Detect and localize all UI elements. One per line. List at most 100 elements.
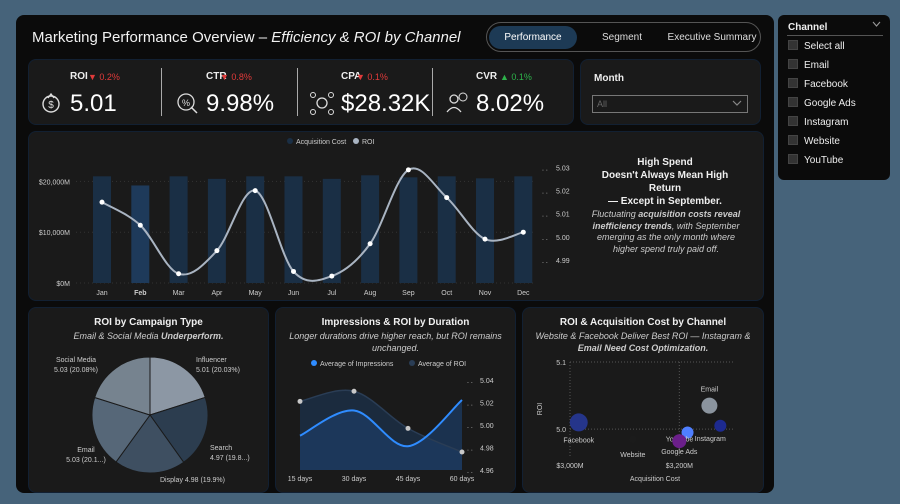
scatter-point (569, 413, 588, 432)
pie-label: 5.03 (20.08%) (54, 367, 98, 374)
tab-segment[interactable]: Segment (601, 32, 643, 43)
tick-dot: . . (542, 258, 548, 265)
x-tick-label: 45 days (396, 476, 421, 483)
slicer-item-facebook[interactable]: Facebook (788, 78, 848, 92)
bar (284, 176, 303, 283)
x-tick-label: May (249, 290, 263, 297)
slicer-item-label: Email (804, 60, 830, 71)
pie-label: Search (210, 445, 232, 452)
tick-dot: . . (467, 468, 473, 475)
roi-point (367, 241, 373, 247)
pie-slice (94, 356, 151, 416)
money-bag-icon: $ (38, 90, 64, 116)
checkbox[interactable] (788, 97, 798, 107)
month-filter-label: Month (594, 73, 624, 84)
x-tick: $3,200M (666, 463, 693, 470)
bar (246, 176, 265, 283)
slicer-item-google-ads[interactable]: Google Ads (788, 97, 856, 111)
slicer-item-select-all[interactable]: Select all (788, 40, 845, 54)
slicer-item-website[interactable]: Website (788, 135, 840, 149)
chevron-down-icon (732, 100, 742, 106)
tick-dot: . . (542, 166, 548, 173)
roi-point (214, 248, 220, 254)
checkbox[interactable] (788, 154, 798, 164)
campaign-type-subtitle: Email & Social Media Underperform. (73, 331, 224, 341)
slicer-item-email[interactable]: Email (788, 59, 829, 73)
kpi-value: 8.02% (476, 90, 545, 117)
x-tick-label: 15 days (288, 476, 313, 483)
roi-point (520, 229, 526, 235)
kpi-value: 9.98% (206, 90, 275, 117)
legend-label-impressions: Average of Impressions (320, 361, 394, 368)
kpi-roi: $ ROI ▼ 0.2% 5.01 (28, 60, 162, 122)
point-label: Google Ads (661, 449, 698, 456)
y-left-tick: $10,000M (39, 230, 70, 237)
tick-dot: . . (467, 423, 473, 430)
point-label: Instagram (695, 436, 726, 443)
x-axis-label: Acquisition Cost (630, 476, 680, 483)
point-label: Website (620, 452, 645, 459)
kpi-label: CPA (341, 71, 362, 82)
pie-label: 5.03 (20.1...) (66, 457, 106, 464)
x-tick-label: Jul (327, 290, 336, 297)
tab-executive-summary[interactable]: Executive Summary (667, 32, 757, 43)
roi-line (299, 389, 463, 453)
legend-label-roi: ROI (362, 139, 375, 146)
tick-dot: . . (467, 446, 473, 453)
checkbox[interactable] (788, 59, 798, 69)
scatter-point (628, 435, 637, 444)
duration-subtitle: Longer durations drive higher reach, but… (289, 331, 502, 353)
tab-performance[interactable]: Performance (489, 26, 577, 49)
roi-point (297, 398, 303, 404)
page-title: Marketing Performance Overview – Efficie… (32, 29, 461, 46)
x-tick: $3,000M (556, 463, 583, 470)
scatter-point (672, 434, 687, 449)
bar (169, 176, 188, 283)
pie-slice (91, 396, 151, 463)
roi-point (405, 425, 411, 431)
impressions-area (300, 400, 462, 470)
x-tick-label: Dec (517, 290, 530, 297)
campaign-type-pie-chart: Social Media 5.03 (20.08%) Influencer 5.01 … (54, 356, 250, 484)
legend-label-acquisition-cost: Acquisition Cost (296, 139, 346, 146)
kpi-delta: ▲ 0.1% (500, 72, 532, 82)
bar (361, 175, 380, 283)
channel-scatter-chart: 5.1 5.0 $3,000M $3,200M Acquisition Cost ROI F… (537, 360, 734, 483)
tick-dot: . . (542, 235, 548, 242)
kpi-cpa: CPA ▼ 0.1% $28.32K (299, 60, 433, 122)
y-right-tick: 5.00 (556, 235, 570, 242)
cost-network-icon (309, 90, 335, 116)
slicer-item-label: Facebook (804, 79, 848, 90)
acquisition-roi-combo-chart: Acquisition Cost ROI $0M $10,000M $20,000M 4.… (39, 138, 570, 297)
checkbox[interactable] (788, 40, 798, 50)
duration-title: Impressions & ROI by Duration (321, 317, 470, 328)
tick-dot: . . (467, 378, 473, 385)
month-dropdown[interactable]: All (592, 95, 748, 113)
roi-point (291, 268, 296, 274)
pie-label: 4.97 (19.8...) (210, 455, 250, 462)
y-left-tick: $20,000M (39, 179, 70, 186)
slicer-item-youtube[interactable]: YouTube (788, 154, 843, 168)
bar (514, 176, 533, 283)
kpi-delta: ▼ 0.1% (356, 72, 388, 82)
slicer-divider (787, 35, 883, 36)
click-percent-icon: % (174, 90, 200, 116)
legend-swatch-roi (409, 360, 415, 366)
x-tick-label: Feb (134, 290, 146, 297)
checkbox[interactable] (788, 78, 798, 88)
insight-body: Fluctuating acquisition costs reveal ine… (591, 209, 741, 254)
kpi-label: CVR (476, 71, 498, 82)
kpi-card (28, 59, 574, 125)
roi-point (176, 271, 182, 277)
checkbox[interactable] (788, 135, 798, 145)
y-right-tick: 5.01 (556, 212, 570, 219)
y-right-tick: 4.98 (480, 446, 494, 453)
x-tick-label: Jan (96, 290, 107, 297)
chevron-down-icon[interactable] (872, 21, 881, 28)
y-tick: 5.0 (556, 427, 566, 434)
duration-area-chart: Average of Impressions Average of ROI 4.96… (288, 360, 494, 483)
y-left-tick: $0M (56, 281, 70, 288)
checkbox[interactable] (788, 116, 798, 126)
slicer-item-instagram[interactable]: Instagram (788, 116, 848, 130)
tick-dot: . . (467, 401, 473, 408)
